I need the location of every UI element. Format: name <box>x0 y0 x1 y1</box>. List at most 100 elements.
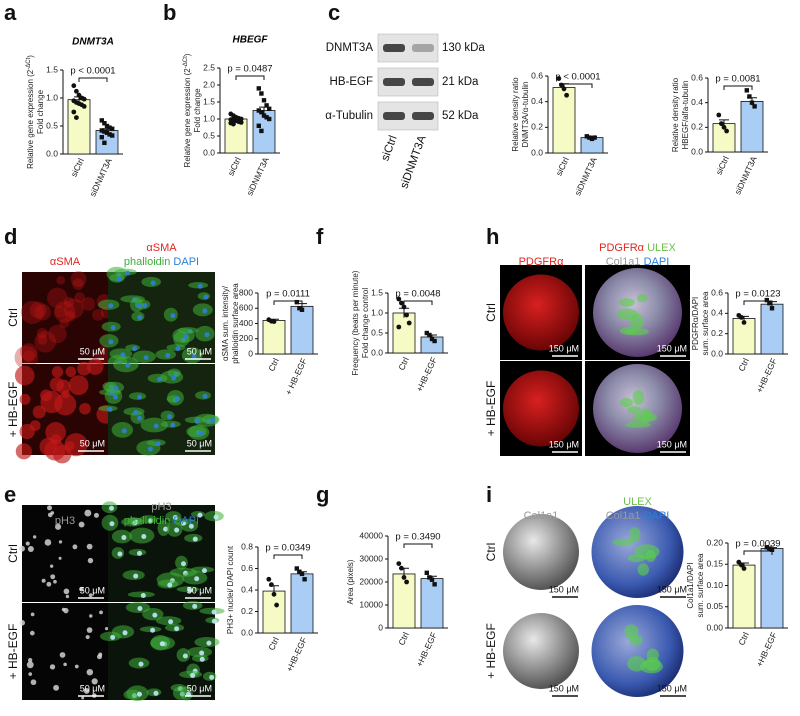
image-spot <box>41 578 46 583</box>
header-part: Col1a1 <box>524 510 559 522</box>
data-point <box>261 98 267 103</box>
data-point <box>432 338 437 344</box>
x-tick-label: Ctrl <box>396 355 411 371</box>
image-spot <box>191 353 197 359</box>
y-tick-label: 2.5 <box>203 62 215 72</box>
image-header: phalloidin DAPI <box>124 256 199 268</box>
image-header: pH3 <box>151 501 171 513</box>
blot-lane: siCtrl <box>379 134 399 163</box>
y-tick-label: 1.0 <box>203 113 215 123</box>
image-spot <box>199 650 205 656</box>
image-spot <box>92 308 104 321</box>
data-point <box>561 86 567 92</box>
data-point <box>81 104 87 109</box>
p-value: p = 0.0111 <box>266 289 310 300</box>
image-spot <box>628 527 641 543</box>
chart-title: DNMT3A <box>72 37 114 48</box>
image-spot <box>142 303 148 309</box>
image-spot <box>187 587 193 593</box>
image-spot <box>120 352 126 358</box>
blot-band <box>383 78 405 86</box>
image-spot <box>20 300 45 325</box>
p-value: p = 0.0487 <box>227 64 272 75</box>
image-spot <box>197 512 203 518</box>
image-spot <box>72 544 78 550</box>
image-spot <box>19 393 31 405</box>
micrograph <box>585 503 690 601</box>
image-spot <box>637 294 648 303</box>
significance-bracket <box>743 300 773 305</box>
micrograph <box>500 503 582 601</box>
scale-label: 50 μM <box>187 585 212 595</box>
data-point <box>427 332 432 338</box>
image-spot <box>121 428 127 434</box>
scale-label: 50 μM <box>80 438 105 448</box>
x-tick-label: +HB-EGF <box>284 636 309 674</box>
x-tick-label: Ctrl <box>736 630 751 646</box>
y-tick-label: 0.4 <box>691 97 703 107</box>
data-point <box>744 88 749 93</box>
image-spot <box>51 366 64 378</box>
micrograph <box>98 356 220 456</box>
y-label-part: HBEGF/alfa-tubulin <box>681 81 690 150</box>
y-axis-label: PDGFRα/DAPIsum. surface area <box>691 291 710 356</box>
image-header: phalloidin DAPI <box>124 515 199 527</box>
y-tick-label: 0.5 <box>371 327 383 337</box>
image-spot <box>84 509 92 517</box>
image-spot <box>181 520 187 526</box>
micrograph <box>14 358 115 464</box>
data-point <box>739 562 744 568</box>
image-spot <box>29 301 47 319</box>
blot-size: 130 kDa <box>442 42 485 54</box>
blot-band <box>383 44 405 52</box>
y-label-part: Fold change control <box>361 288 370 358</box>
scale-label: 50 μM <box>187 438 212 448</box>
image-spot <box>143 355 149 361</box>
data-point <box>74 115 79 120</box>
bar <box>262 590 286 634</box>
bar <box>262 320 286 355</box>
y-tick-label: 0.00 <box>706 622 723 632</box>
image-spot <box>202 308 208 314</box>
image-header: αSMA <box>146 242 177 254</box>
panel-letter: h <box>486 224 499 249</box>
header-part: DAPI <box>644 510 670 522</box>
y-tick-label: 1.0 <box>46 92 58 102</box>
data-point <box>271 591 277 597</box>
image-spot <box>171 375 177 381</box>
image-spot <box>203 294 209 300</box>
data-point <box>589 136 595 142</box>
y-axis-label: Frequency (beats per minute)Fold change … <box>351 270 370 375</box>
image-spot <box>30 679 37 686</box>
image-spot <box>93 512 99 518</box>
header-part: PDGFRα <box>599 242 647 254</box>
header-part: Col1a1 <box>606 510 644 522</box>
y-tick-label: 30000 <box>359 553 383 563</box>
data-point <box>747 94 752 99</box>
row-label: + HB-EGF <box>6 624 20 680</box>
data-point <box>396 561 402 566</box>
image-spot <box>637 563 649 576</box>
data-point <box>716 112 722 118</box>
scale-label: 50 μM <box>187 346 212 356</box>
image-sphere <box>591 605 684 697</box>
data-point <box>74 88 79 94</box>
y-axis-label: Relative gene expression (2-ΔCt) Fold cha… <box>183 53 203 167</box>
image-spot <box>629 313 644 330</box>
data-point <box>81 96 87 102</box>
image-spot <box>61 607 66 612</box>
scale-label: 50 μM <box>80 585 105 595</box>
scale-label: 50 μM <box>80 346 105 356</box>
data-point <box>749 100 755 105</box>
y-tick-label: 2.0 <box>203 79 215 89</box>
blot-band <box>412 112 434 120</box>
row-label: Ctrl <box>484 303 498 322</box>
image-spot <box>153 423 159 429</box>
image-spot <box>47 505 53 511</box>
image-spot <box>137 314 143 320</box>
micrograph <box>101 501 224 602</box>
image-bg <box>22 272 108 363</box>
header-part: ULEX <box>647 242 676 254</box>
data-point <box>564 92 569 98</box>
image-spot <box>110 634 116 640</box>
